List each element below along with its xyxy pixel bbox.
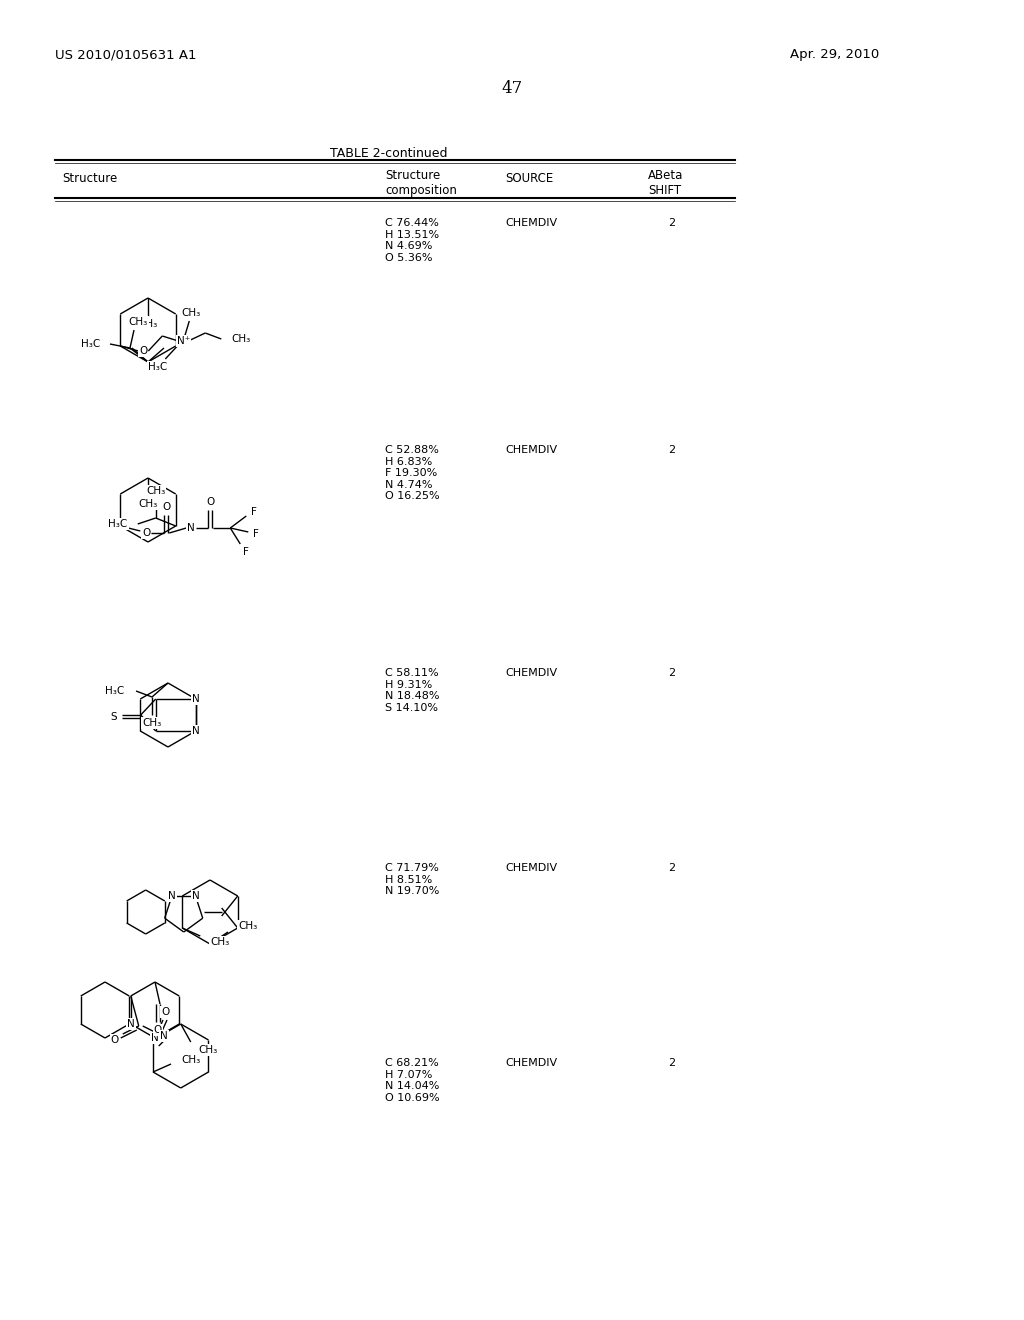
Text: CHEMDIV: CHEMDIV	[505, 668, 557, 678]
Text: 2: 2	[668, 668, 675, 678]
Text: 2: 2	[668, 218, 675, 228]
Text: CHEMDIV: CHEMDIV	[505, 445, 557, 455]
Text: TABLE 2-continued: TABLE 2-continued	[330, 147, 447, 160]
Text: CHEMDIV: CHEMDIV	[505, 218, 557, 228]
Text: CH₃: CH₃	[199, 1045, 218, 1055]
Text: C 58.11%
H 9.31%
N 18.48%
S 14.10%: C 58.11% H 9.31% N 18.48% S 14.10%	[385, 668, 439, 713]
Text: N: N	[187, 523, 196, 533]
Text: N: N	[191, 694, 200, 704]
Text: SOURCE: SOURCE	[505, 172, 553, 185]
Text: N: N	[168, 891, 176, 900]
Text: N: N	[127, 1019, 134, 1030]
Text: H₃C: H₃C	[81, 339, 100, 348]
Text: N⁺: N⁺	[177, 337, 189, 346]
Text: C 52.88%
H 6.83%
F 19.30%
N 4.74%
O 16.25%: C 52.88% H 6.83% F 19.30% N 4.74% O 16.2…	[385, 445, 439, 502]
Text: C 68.21%
H 7.07%
N 14.04%
O 10.69%: C 68.21% H 7.07% N 14.04% O 10.69%	[385, 1059, 439, 1102]
Text: 2: 2	[668, 863, 675, 873]
Text: Structure: Structure	[62, 172, 118, 185]
Text: 2: 2	[668, 1059, 675, 1068]
Text: ABeta
SHIFT: ABeta SHIFT	[648, 169, 683, 197]
Text: C 71.79%
H 8.51%
N 19.70%: C 71.79% H 8.51% N 19.70%	[385, 863, 439, 896]
Text: CH₃: CH₃	[138, 319, 158, 329]
Text: N: N	[191, 891, 200, 900]
Text: Structure
composition: Structure composition	[385, 169, 457, 197]
Text: CH₃: CH₃	[181, 1055, 201, 1065]
Text: Apr. 29, 2010: Apr. 29, 2010	[790, 48, 880, 61]
Text: H₃C: H₃C	[104, 686, 124, 696]
Text: S: S	[111, 711, 117, 722]
Text: O: O	[111, 1035, 119, 1045]
Text: CH₃: CH₃	[231, 334, 251, 345]
Text: O: O	[142, 528, 151, 539]
Text: H₃C: H₃C	[109, 519, 128, 529]
Text: N: N	[191, 726, 200, 737]
Text: CH₃: CH₃	[142, 718, 162, 729]
Text: F: F	[251, 507, 257, 517]
Text: CH₃: CH₃	[138, 499, 158, 510]
Text: H₃C: H₃C	[147, 362, 167, 372]
Text: US 2010/0105631 A1: US 2010/0105631 A1	[55, 48, 197, 61]
Text: CHEMDIV: CHEMDIV	[505, 1059, 557, 1068]
Text: CH₃: CH₃	[181, 308, 201, 318]
Text: CH₃: CH₃	[238, 921, 257, 931]
Text: CHEMDIV: CHEMDIV	[505, 863, 557, 873]
Text: O: O	[154, 1026, 162, 1035]
Text: 2: 2	[668, 445, 675, 455]
Text: O: O	[206, 498, 214, 507]
Text: N: N	[152, 1034, 159, 1043]
Text: F: F	[244, 546, 249, 557]
Text: N: N	[160, 1031, 168, 1041]
Text: 47: 47	[502, 81, 522, 96]
Text: O: O	[161, 1007, 169, 1016]
Text: CH₃: CH₃	[210, 937, 229, 946]
Text: O: O	[139, 346, 147, 356]
Text: CH₃: CH₃	[146, 486, 165, 496]
Text: C 76.44%
H 13.51%
N 4.69%
O 5.36%: C 76.44% H 13.51% N 4.69% O 5.36%	[385, 218, 439, 263]
Text: F: F	[253, 529, 259, 539]
Text: O: O	[162, 502, 170, 512]
Text: CH₃: CH₃	[128, 317, 147, 327]
